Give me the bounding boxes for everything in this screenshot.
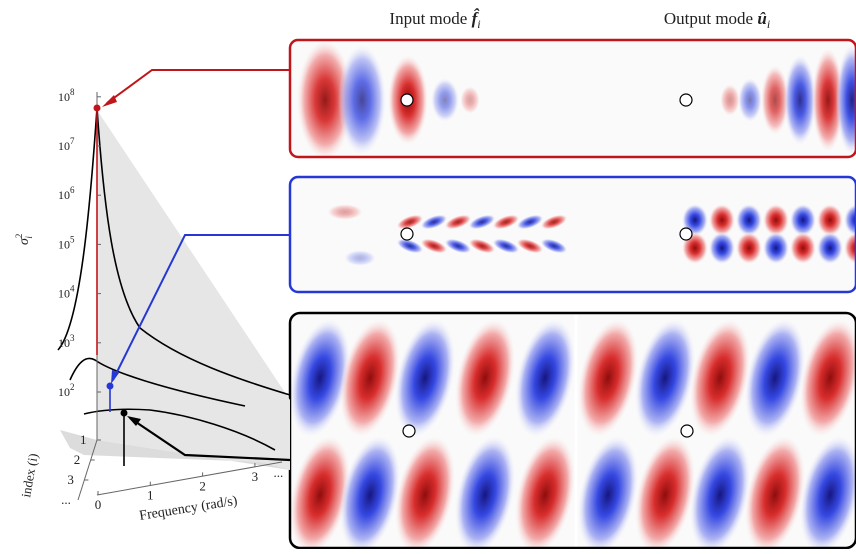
y-axis-label: σ2i xyxy=(14,234,34,245)
frequency-tick-label: 0 xyxy=(95,497,102,512)
cylinder xyxy=(680,228,692,240)
mode-blob xyxy=(817,204,843,236)
cylinder xyxy=(681,425,693,437)
header-text: Input mode xyxy=(389,9,467,28)
mode-blob xyxy=(763,232,789,264)
mode-blob xyxy=(460,86,480,114)
cylinder xyxy=(403,425,415,437)
surface xyxy=(97,110,290,470)
mode-blob xyxy=(344,250,376,266)
mode-blob xyxy=(709,232,735,264)
mode-blob xyxy=(431,78,459,122)
y-label-sup: 2 xyxy=(14,234,24,239)
mode-blob xyxy=(720,84,740,116)
blue-marker xyxy=(107,383,114,390)
header-subscript: i xyxy=(767,17,770,31)
mode-blob xyxy=(338,45,386,155)
index-tick-label: 3 xyxy=(67,472,74,487)
red-arrow xyxy=(107,70,290,103)
y-tick-label: 107 xyxy=(58,136,75,153)
figure: Input mode f̂i Output mode ûi σ2i index … xyxy=(0,0,856,549)
frequency-tick-label: 1 xyxy=(147,488,154,503)
red-arrowhead xyxy=(102,95,117,107)
mode-blob xyxy=(327,204,363,220)
y-tick-label: 104 xyxy=(58,284,75,301)
index-tick-label: 2 xyxy=(74,452,81,467)
cylinder xyxy=(680,94,692,106)
index-tick-label: 1 xyxy=(80,432,87,447)
cylinder xyxy=(401,94,413,106)
frequency-tick-label: 3 xyxy=(252,469,259,484)
header-subscript: i xyxy=(477,17,480,31)
spectrum-plot: σ2i index (i) Frequency (rad/s) 10210310… xyxy=(14,70,290,524)
mode-blob xyxy=(709,204,735,236)
header-text: Output mode xyxy=(664,9,753,28)
y-tick-label: 103 xyxy=(58,333,75,350)
cylinder xyxy=(401,228,413,240)
red-marker xyxy=(94,105,101,112)
header-input: Input mode f̂i xyxy=(389,8,480,31)
mode-blob xyxy=(784,55,816,145)
y-tick-label: 108 xyxy=(58,87,75,104)
header-symbol: û xyxy=(757,9,766,28)
mode-blob xyxy=(763,204,789,236)
y-tick-label: 102 xyxy=(58,382,75,399)
mode-blob xyxy=(736,204,762,236)
mode-blob xyxy=(738,78,762,122)
index-label: index (i) xyxy=(18,452,40,498)
mode-blob xyxy=(790,204,816,236)
mode-blob xyxy=(790,232,816,264)
mode-panels xyxy=(280,40,856,549)
mode-blob xyxy=(817,232,843,264)
index-tick-label: ... xyxy=(61,492,71,507)
black-marker xyxy=(121,410,128,417)
frequency-tick-label: ... xyxy=(274,465,284,480)
frequency-tick-label: 2 xyxy=(199,478,206,493)
y-label-sub: i xyxy=(24,236,34,239)
y-tick-label: 105 xyxy=(58,234,75,251)
y-tick-label: 106 xyxy=(58,185,75,202)
header-output: Output mode ûi xyxy=(664,9,770,31)
mode-blob xyxy=(736,232,762,264)
